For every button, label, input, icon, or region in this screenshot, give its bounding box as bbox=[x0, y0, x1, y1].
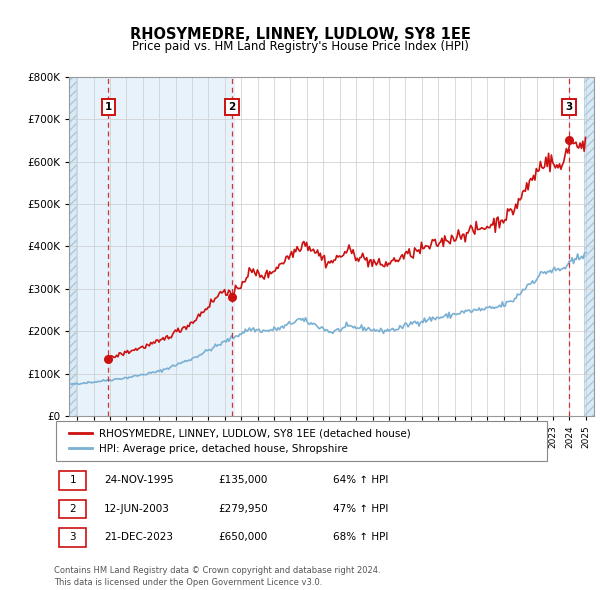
Text: £135,000: £135,000 bbox=[218, 476, 268, 486]
Text: 1: 1 bbox=[105, 102, 112, 112]
Legend: RHOSYMEDRE, LINNEY, LUDLOW, SY8 1EE (detached house), HPI: Average price, detach: RHOSYMEDRE, LINNEY, LUDLOW, SY8 1EE (det… bbox=[64, 423, 416, 459]
FancyBboxPatch shape bbox=[59, 528, 86, 547]
Text: 1: 1 bbox=[70, 476, 76, 486]
Text: 24-NOV-1995: 24-NOV-1995 bbox=[104, 476, 173, 486]
FancyBboxPatch shape bbox=[59, 500, 86, 518]
Text: 68% ↑ HPI: 68% ↑ HPI bbox=[333, 532, 388, 542]
Text: 64% ↑ HPI: 64% ↑ HPI bbox=[333, 476, 388, 486]
Text: 21-DEC-2023: 21-DEC-2023 bbox=[104, 532, 173, 542]
Text: 3: 3 bbox=[70, 532, 76, 542]
Bar bbox=[584, 77, 594, 416]
Text: 3: 3 bbox=[565, 102, 572, 112]
Text: Contains HM Land Registry data © Crown copyright and database right 2024.
This d: Contains HM Land Registry data © Crown c… bbox=[54, 566, 380, 587]
Text: Price paid vs. HM Land Registry's House Price Index (HPI): Price paid vs. HM Land Registry's House … bbox=[131, 40, 469, 53]
FancyBboxPatch shape bbox=[56, 421, 547, 461]
Bar bbox=[69, 77, 76, 416]
Text: £650,000: £650,000 bbox=[218, 532, 268, 542]
Text: 2: 2 bbox=[70, 504, 76, 514]
Text: 12-JUN-2003: 12-JUN-2003 bbox=[104, 504, 170, 514]
Bar bbox=[69, 77, 76, 416]
Bar bbox=[584, 77, 594, 416]
Bar bbox=[76, 77, 235, 416]
Text: 2: 2 bbox=[229, 102, 236, 112]
FancyBboxPatch shape bbox=[59, 471, 86, 490]
Text: RHOSYMEDRE, LINNEY, LUDLOW, SY8 1EE: RHOSYMEDRE, LINNEY, LUDLOW, SY8 1EE bbox=[130, 27, 470, 41]
Text: 47% ↑ HPI: 47% ↑ HPI bbox=[333, 504, 388, 514]
Text: £279,950: £279,950 bbox=[218, 504, 268, 514]
